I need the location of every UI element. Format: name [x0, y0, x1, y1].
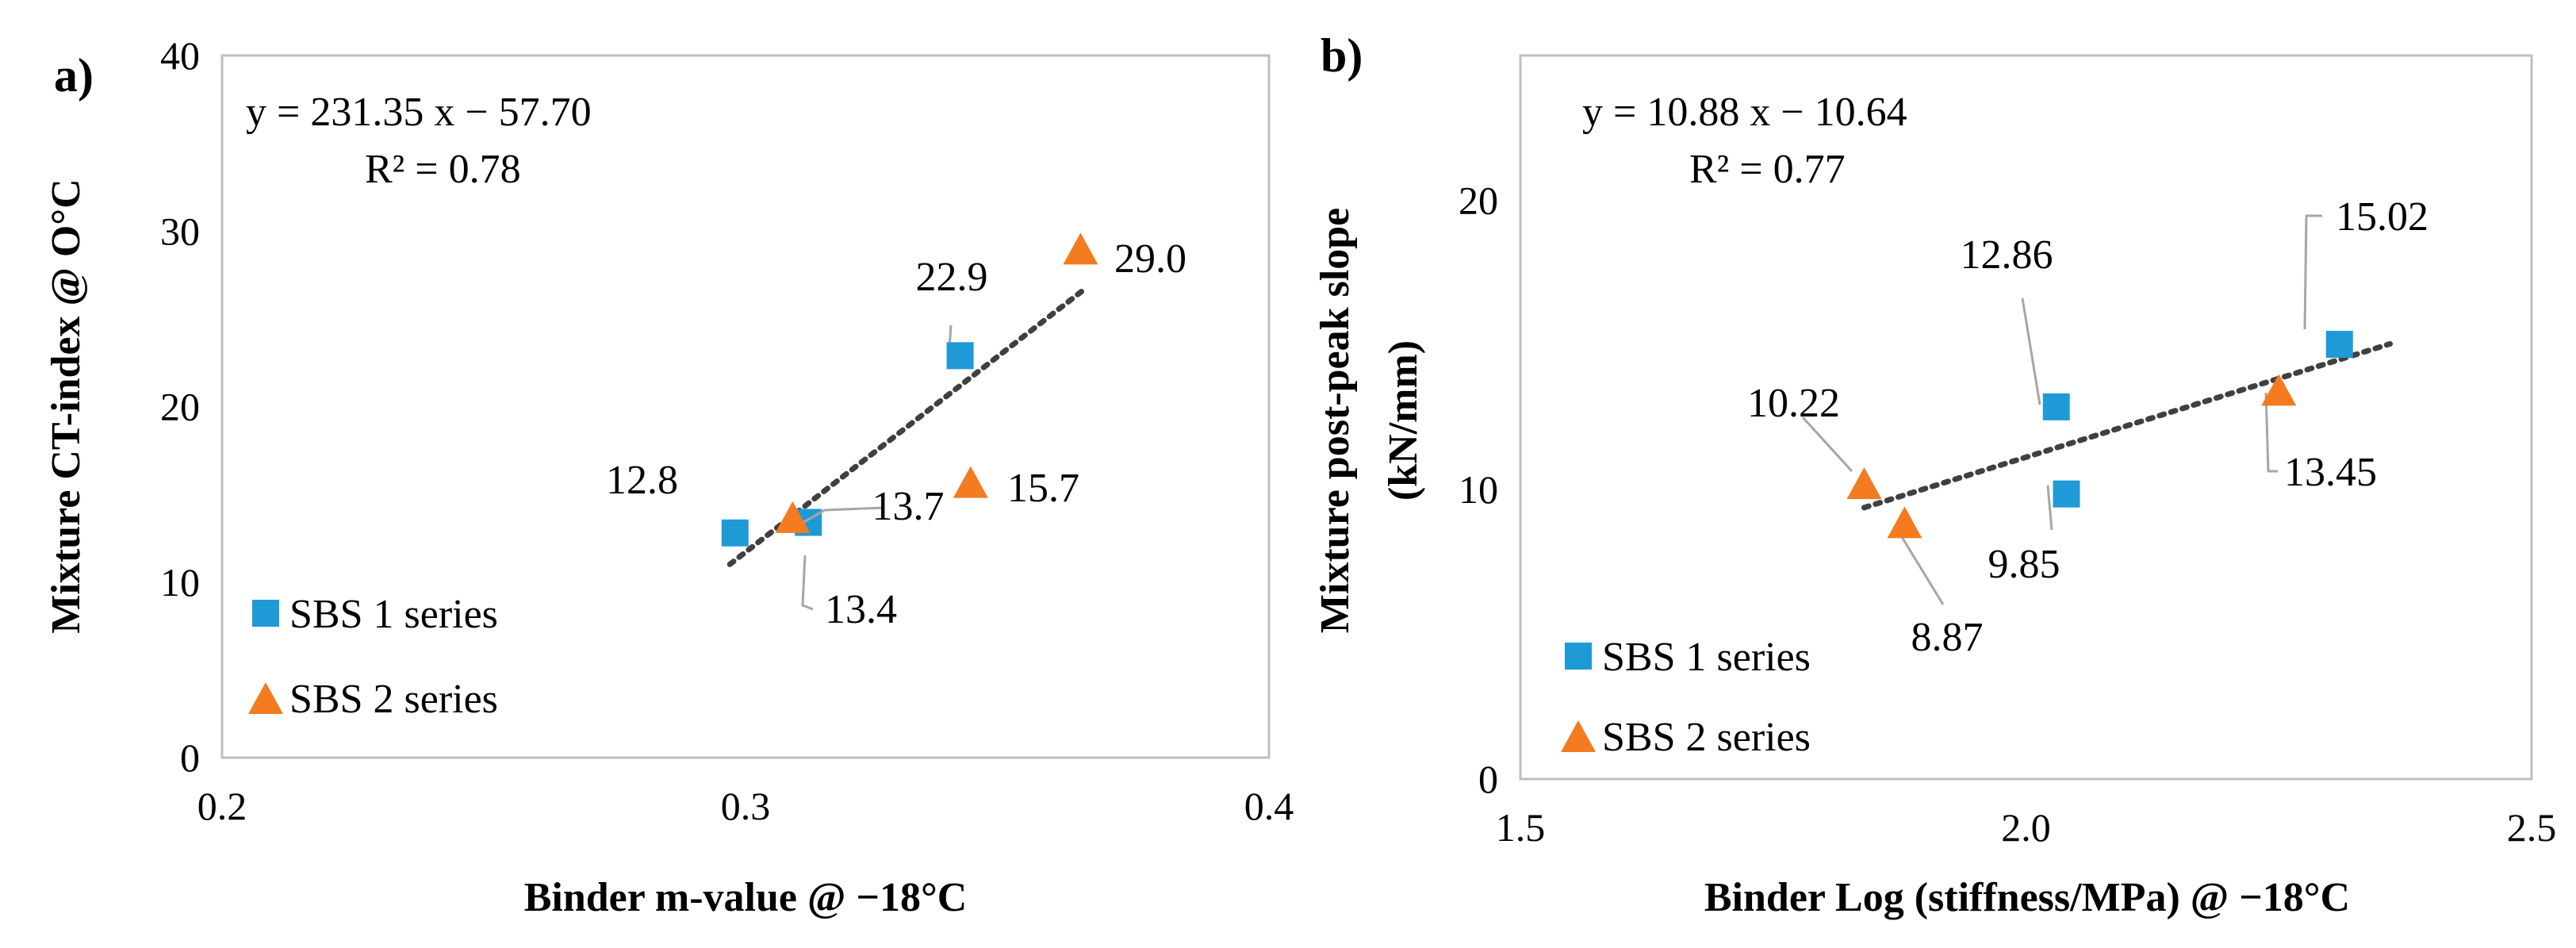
data-point	[946, 342, 974, 370]
legend-marker	[1565, 643, 1592, 670]
trendline-equation: y = 231.35 x − 57.70	[246, 90, 592, 135]
data-label-leader	[800, 506, 885, 525]
y-axis-title-line: Mixture post-peak slope	[1313, 208, 1358, 633]
y-tick-label: 10	[160, 560, 200, 604]
y-tick-label: 0	[180, 735, 200, 780]
legend-label: SBS 2 series	[1602, 715, 1811, 760]
plot-area-frame	[220, 54, 1271, 759]
data-label: 22.9	[916, 255, 988, 300]
data-label: 15.02	[2336, 194, 2428, 240]
data-label: 13.45	[2284, 450, 2377, 495]
data-label: 29.0	[1114, 236, 1186, 282]
data-label: 12.8	[606, 458, 678, 503]
legend-label: SBS 1 series	[289, 592, 498, 637]
y-tick-label: 0	[1478, 757, 1498, 801]
legend-label: SBS 1 series	[1602, 635, 1811, 680]
y-tick-label: 30	[160, 209, 200, 253]
x-tick-label: 0.2	[197, 784, 247, 828]
data-label-leader	[801, 555, 814, 611]
data-label: 15.7	[1007, 466, 1079, 511]
legend-marker	[1561, 720, 1596, 752]
x-tick-label: 1.5	[1496, 805, 1546, 850]
data-label: 8.87	[1911, 615, 1984, 660]
data-point	[1063, 232, 1098, 265]
data-label: 13.4	[825, 587, 897, 632]
data-label: 12.86	[1961, 232, 2053, 278]
data-point	[1846, 467, 1882, 500]
data-point	[721, 519, 749, 547]
y-tick-label: 20	[160, 385, 200, 429]
x-axis-title: Binder Log (stiffness/MPa) @ −18°C	[1704, 875, 2350, 920]
y-tick-label: 20	[1459, 178, 1498, 222]
x-tick-label: 2.5	[2507, 805, 2557, 850]
data-point	[2042, 393, 2070, 420]
data-label-leader	[1898, 532, 1945, 605]
data-point	[953, 466, 988, 498]
trendline-equation: y = 10.88 x − 10.64	[1582, 90, 1907, 135]
data-label: 9.85	[1988, 542, 2060, 587]
data-point	[2261, 374, 2297, 406]
data-label-leader	[1801, 416, 1853, 473]
y-axis-title-line: (kN/mm)	[1381, 340, 1426, 501]
legend-label: SBS 2 series	[289, 677, 498, 722]
x-axis-title: Binder m-value @ −18°C	[524, 875, 968, 920]
data-point	[1887, 506, 1922, 539]
legend-marker	[248, 682, 283, 714]
x-tick-label: 0.3	[721, 784, 771, 828]
x-tick-label: 0.4	[1244, 784, 1294, 828]
trendline-r-squared: R² = 0.78	[365, 147, 521, 192]
data-point	[2053, 480, 2080, 508]
chart-panel-a: a) 0 10 20 30 40 0.2 0.3 0.4 Binder m-value @ −18…	[44, 33, 1294, 920]
trendline-r-squared: R² = 0.77	[1689, 147, 1846, 192]
data-point	[2325, 331, 2353, 359]
trendline	[1861, 340, 2393, 511]
panel-label: b)	[1321, 29, 1363, 82]
data-label-leader	[2021, 297, 2041, 405]
chart-panel-b: b) 0 10 20 1.5 2.0 2.5 Binder Log (stiffness/MP…	[1313, 29, 2556, 920]
x-tick-label: 2.0	[2001, 805, 2051, 850]
data-point	[775, 501, 811, 533]
panel-label: a)	[54, 49, 94, 102]
data-label: 13.7	[872, 484, 945, 529]
legend-marker	[252, 600, 279, 627]
y-tick-label: 40	[160, 33, 200, 78]
y-tick-label: 10	[1459, 467, 1498, 512]
plot-area-frame	[1519, 54, 2533, 781]
data-label-leader	[2264, 392, 2278, 473]
y-axis-title: Mixture CT-index @ O°C	[44, 178, 89, 633]
data-label: 10.22	[1747, 381, 1840, 426]
data-label-leader	[2303, 214, 2322, 330]
data-label-leader	[2046, 485, 2053, 531]
